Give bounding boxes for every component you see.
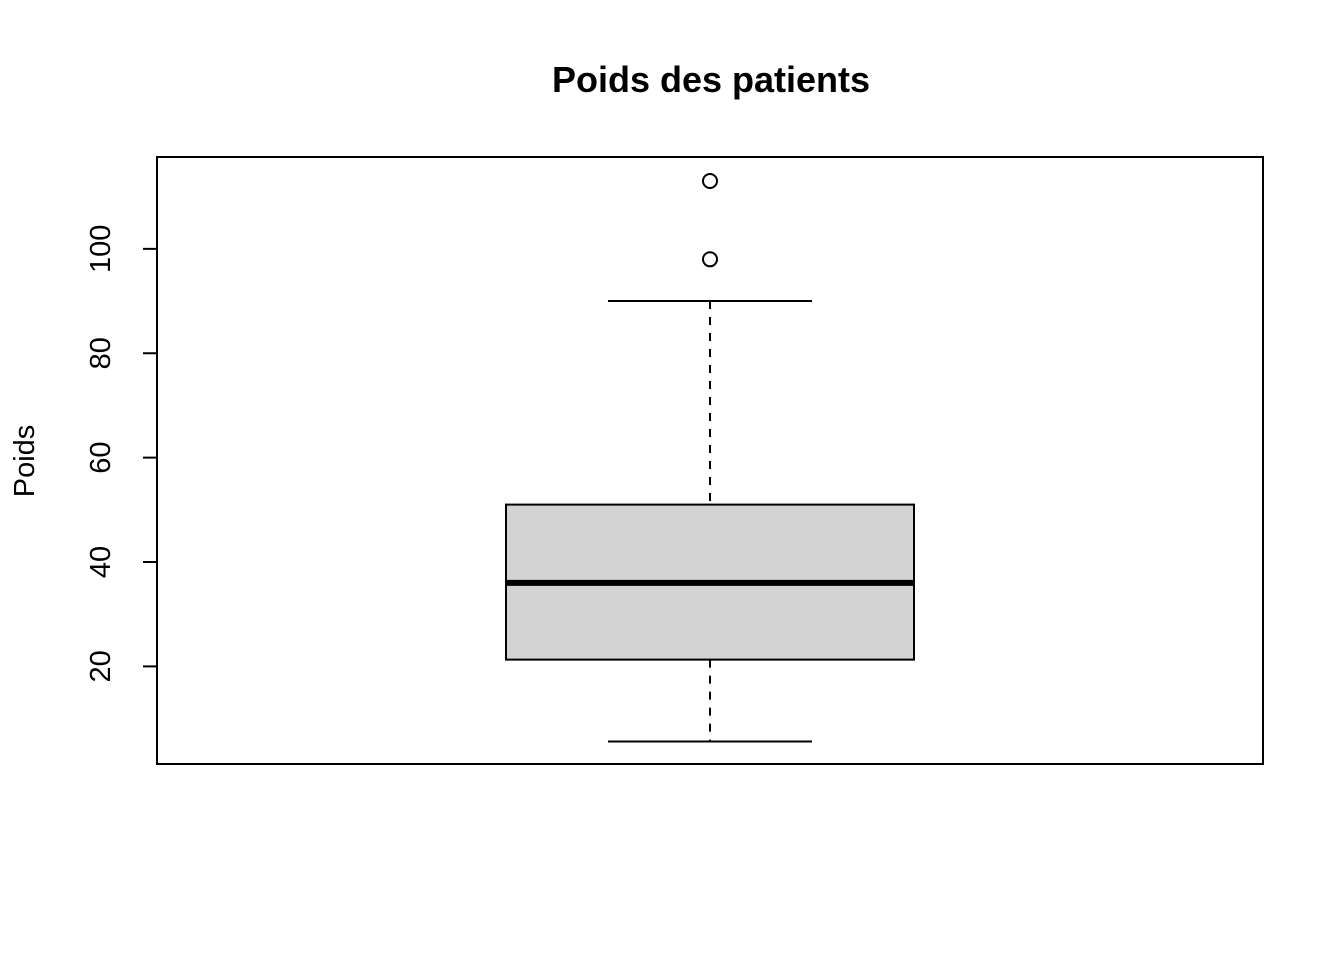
y-tick-label: 20: [85, 650, 117, 682]
y-axis: 20 40 60 80 100: [85, 225, 158, 683]
outlier-point: [702, 173, 718, 190]
outlier-point: [702, 251, 718, 268]
y-tick-label: 40: [85, 546, 117, 578]
y-tick-label: 100: [85, 225, 117, 273]
y-tick-label: 60: [85, 441, 117, 473]
y-tick-label: 80: [85, 337, 117, 369]
chart-title: Poids des patients: [552, 59, 870, 100]
plot-area: [505, 173, 915, 743]
y-axis-label: Poids: [9, 425, 41, 498]
plot-frame: [156, 156, 1264, 765]
